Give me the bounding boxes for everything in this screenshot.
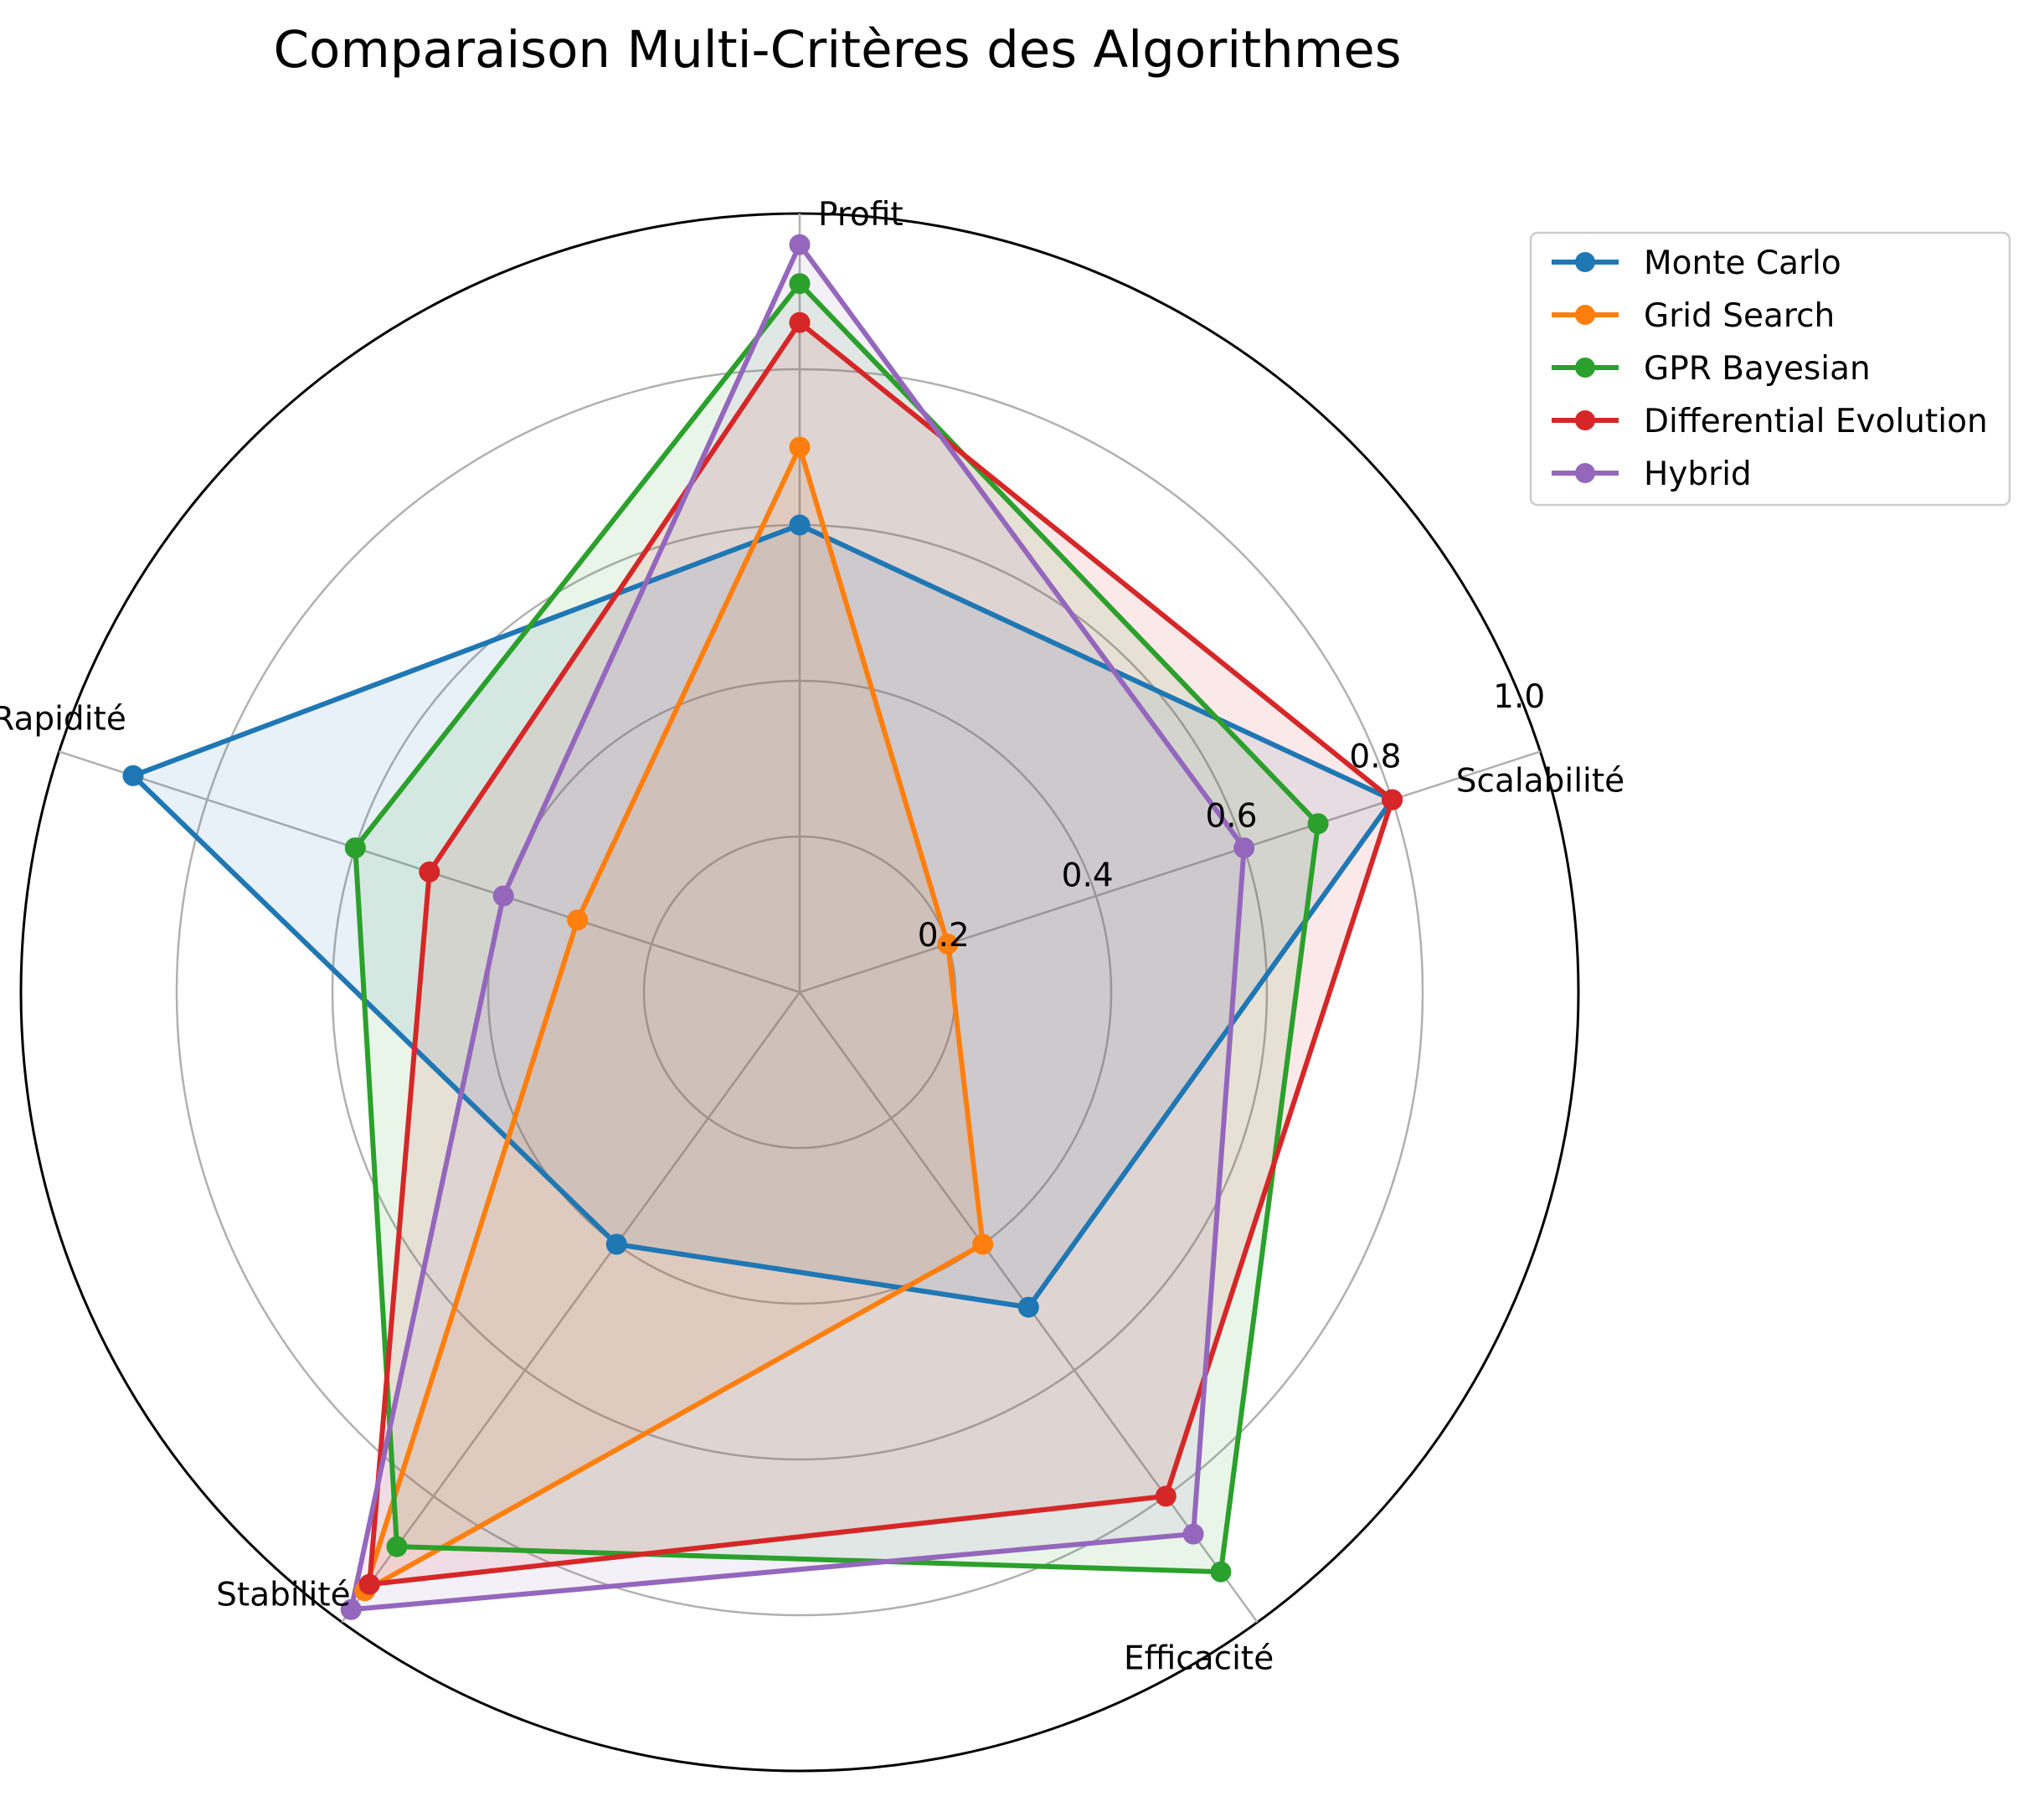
marker-differential-evolution-efficacite bbox=[1155, 1485, 1176, 1507]
legend-entry-differential-evolution: Differential Evolution bbox=[1552, 403, 1988, 440]
marker-hybrid-efficacite bbox=[1182, 1523, 1204, 1545]
spoke-scalabilite bbox=[799, 750, 1541, 994]
series-line-monte-carlo bbox=[128, 522, 1397, 1310]
chart-title: Comparaison Multi-Critères des Algorithm… bbox=[273, 20, 1401, 80]
legend-label-hybrid: Hybrid bbox=[1644, 456, 1752, 493]
category-label-rapidite: Rapidité bbox=[0, 701, 126, 739]
marker-grid-search-efficacite bbox=[972, 1233, 994, 1255]
legend-label-monte-carlo: Monte Carlo bbox=[1644, 244, 1841, 282]
marker-gpr-bayesian-scalabilite bbox=[1307, 813, 1329, 835]
marker-differential-evolution-profit bbox=[789, 311, 811, 333]
spoke-stabilite bbox=[341, 991, 801, 1624]
radial-tick-label-2: 0.6 bbox=[1205, 798, 1257, 836]
radial-tick-label-3: 0.8 bbox=[1349, 738, 1401, 775]
radial-tick-label-4: 1.0 bbox=[1493, 678, 1545, 716]
marker-differential-evolution-rapidite bbox=[419, 861, 440, 883]
legend-marker-differential-evolution bbox=[1575, 410, 1595, 430]
marker-gpr-bayesian-rapidite bbox=[344, 837, 366, 859]
category-label-efficacite: Efficacité bbox=[1124, 1639, 1274, 1677]
marker-differential-evolution-stabilite bbox=[358, 1573, 380, 1595]
series-markers bbox=[122, 234, 1403, 1620]
legend-marker-hybrid bbox=[1575, 463, 1595, 483]
radial-tick-label-0: 0.2 bbox=[918, 917, 970, 955]
legend-marker-monte-carlo bbox=[1575, 252, 1595, 272]
legend-entry-hybrid: Hybrid bbox=[1552, 456, 1752, 493]
series-fill-gpr-bayesian bbox=[355, 283, 1319, 1573]
marker-monte-carlo-efficacite bbox=[1017, 1296, 1039, 1318]
marker-monte-carlo-rapidite bbox=[122, 764, 144, 786]
marker-hybrid-scalabilite bbox=[1233, 837, 1255, 859]
series-fill-hybrid bbox=[351, 244, 1244, 1610]
marker-grid-search-scalabilite bbox=[937, 934, 959, 955]
series-line-differential-evolution bbox=[366, 318, 1396, 1588]
marker-hybrid-profit bbox=[789, 234, 811, 255]
marker-grid-search-profit bbox=[789, 436, 811, 458]
series-fills bbox=[133, 244, 1393, 1610]
marker-monte-carlo-profit bbox=[789, 514, 811, 536]
marker-gpr-bayesian-stabilite bbox=[386, 1536, 408, 1557]
legend-label-gpr-bayesian: GPR Bayesian bbox=[1644, 350, 1871, 388]
axis-labels: 0.2 0.4 0.6 0.8 1.0 Profit Rapidité Stabilité Ef… bbox=[0, 196, 1624, 1677]
marker-grid-search-rapidite bbox=[567, 909, 589, 931]
marker-hybrid-stabilite bbox=[340, 1598, 362, 1620]
legend-marker-grid-search bbox=[1575, 305, 1595, 325]
series-line-grid-search bbox=[360, 440, 986, 1597]
series-lines bbox=[128, 239, 1397, 1613]
marker-hybrid-rapidite bbox=[492, 885, 514, 907]
legend-label-grid-search: Grid Search bbox=[1644, 297, 1835, 335]
marker-differential-evolution-scalabilite bbox=[1382, 789, 1403, 811]
category-label-profit: Profit bbox=[818, 196, 904, 234]
legend-entry-monte-carlo: Monte Carlo bbox=[1552, 244, 1841, 282]
radial-tick-label-1: 0.4 bbox=[1062, 857, 1114, 895]
category-label-scalabilite: Scalabilité bbox=[1456, 763, 1624, 800]
legend-label-differential-evolution: Differential Evolution bbox=[1644, 403, 1988, 440]
marker-monte-carlo-stabilite bbox=[605, 1233, 627, 1255]
category-label-stabilite: Stabilité bbox=[216, 1576, 351, 1614]
series-fill-grid-search bbox=[364, 447, 983, 1591]
marker-gpr-bayesian-profit bbox=[789, 273, 811, 295]
series-fill-monte-carlo bbox=[133, 525, 1393, 1308]
legend-marker-gpr-bayesian bbox=[1575, 358, 1595, 378]
marker-gpr-bayesian-efficacite bbox=[1210, 1561, 1232, 1583]
series-line-gpr-bayesian bbox=[353, 280, 1321, 1575]
legend-entry-gpr-bayesian: GPR Bayesian bbox=[1552, 350, 1871, 388]
series-line-hybrid bbox=[348, 239, 1247, 1613]
legend: Monte Carlo Grid Search GPR Bayesian Differ… bbox=[1529, 231, 2011, 507]
legend-frame bbox=[1529, 231, 2011, 507]
legend-entry-grid-search: Grid Search bbox=[1552, 297, 1835, 335]
